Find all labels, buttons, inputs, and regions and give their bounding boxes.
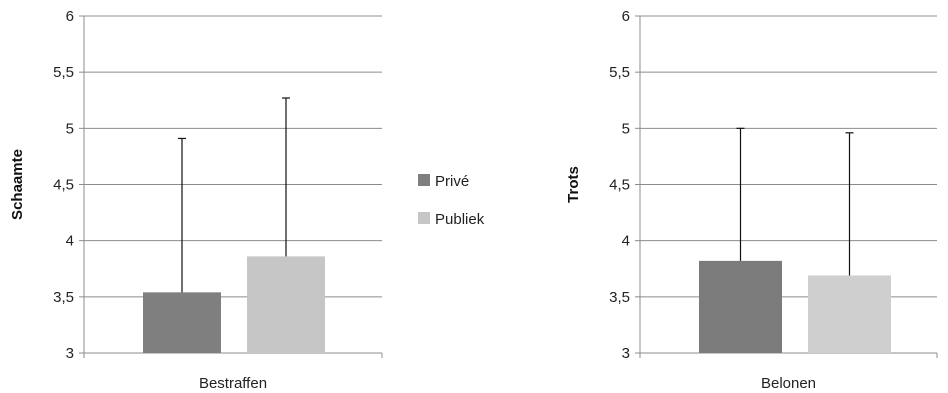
bar-trots-0 [699, 260, 782, 353]
bar-schaamte-0 [143, 292, 221, 353]
y-axis-label-trots: Trots [565, 166, 582, 203]
ytick-label-trots-2: 4 [622, 233, 630, 250]
ytick-label-schaamte-1: 3,5 [53, 289, 74, 306]
ytick-label-schaamte-6: 6 [66, 8, 74, 25]
legend-label-prive: Privé [435, 173, 469, 190]
ytick-label-schaamte-3: 4,5 [53, 177, 74, 194]
bar-schaamte-1 [247, 256, 325, 353]
legend: Privé Publiek [418, 173, 485, 228]
ytick-label-schaamte-4: 5 [66, 120, 74, 137]
legend-swatch-prive [418, 174, 430, 186]
ytick-label-trots-1: 3,5 [609, 289, 630, 306]
chart-schaamte: 3 3,5 4 4,5 5 5,5 6 Bestraffen Schaamte [9, 8, 383, 392]
ytick-label-schaamte-0: 3 [66, 345, 74, 362]
bar-trots-1 [808, 275, 891, 353]
ytick-label-schaamte-5: 5,5 [53, 64, 74, 81]
ytick-label-trots-4: 5 [622, 120, 630, 137]
category-label-schaamte: Bestraffen [199, 375, 267, 392]
y-axis-label-schaamte: Schaamte [9, 149, 26, 220]
chart-trots: 3 3,5 4 4,5 5 5,5 6 Belonen Trots [565, 8, 938, 392]
ytick-label-trots-3: 4,5 [609, 177, 630, 194]
legend-label-publiek: Publiek [435, 211, 485, 228]
ytick-label-trots-5: 5,5 [609, 64, 630, 81]
ytick-label-trots-6: 6 [622, 8, 630, 25]
ytick-label-trots-0: 3 [622, 345, 630, 362]
ytick-label-schaamte-2: 4 [66, 233, 74, 250]
legend-swatch-publiek [418, 212, 430, 224]
category-label-trots: Belonen [761, 375, 816, 392]
